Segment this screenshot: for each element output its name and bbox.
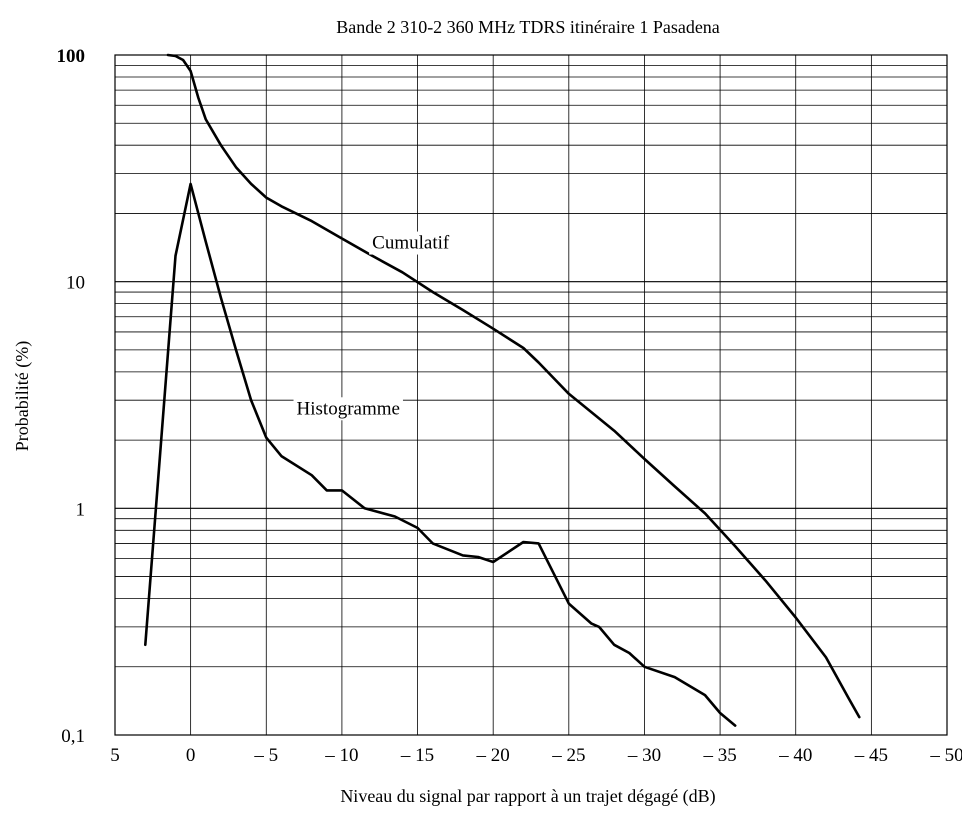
series-line-cumulatif — [166, 53, 861, 719]
x-tick-label: 5 — [110, 745, 120, 766]
x-tick-label: – 50 — [929, 745, 962, 766]
x-tick-label: – 35 — [702, 745, 736, 766]
x-tick-label: – 30 — [627, 745, 661, 766]
x-tick-label: – 45 — [854, 745, 888, 766]
series-label-bg — [369, 231, 453, 255]
chart-title: Bande 2 310-2 360 MHz TDRS itinéraire 1 … — [336, 17, 720, 37]
series-label-histogramme: Histogramme — [297, 398, 400, 419]
series-labels: Cumulatif Histogramme — [293, 231, 453, 421]
y-tick-label: 10 — [66, 273, 85, 294]
y-tick-label: 1 — [76, 499, 86, 520]
x-tick-label: 0 — [186, 745, 196, 766]
x-tick-labels: 5 0 – 5 – 10 – 15 – 20 – 25 – 30 – 35 – 40 – 45 – 5… — [110, 745, 962, 766]
x-tick-label: – 20 — [476, 745, 510, 766]
gridlines — [114, 55, 948, 736]
plot-frame — [114, 54, 948, 736]
series-line-histogramme — [144, 182, 737, 727]
y-axis-label: Probabilité (%) — [12, 341, 33, 451]
x-axis-label: Niveau du signal par rapport à un trajet… — [340, 786, 715, 807]
y-tick-labels: 0,1 1 10 100 — [57, 46, 86, 747]
y-tick-label: 0,1 — [61, 726, 85, 747]
x-tick-label: – 40 — [778, 745, 812, 766]
series-layer — [144, 53, 861, 727]
x-tick-label: – 10 — [324, 745, 358, 766]
series-label-bg — [293, 397, 403, 421]
y-tick-label: 100 — [57, 46, 86, 67]
x-tick-label: – 15 — [400, 745, 434, 766]
series-label-cumulatif: Cumulatif — [372, 233, 450, 254]
x-tick-label: – 25 — [551, 745, 585, 766]
x-tick-label: – 5 — [253, 745, 278, 766]
